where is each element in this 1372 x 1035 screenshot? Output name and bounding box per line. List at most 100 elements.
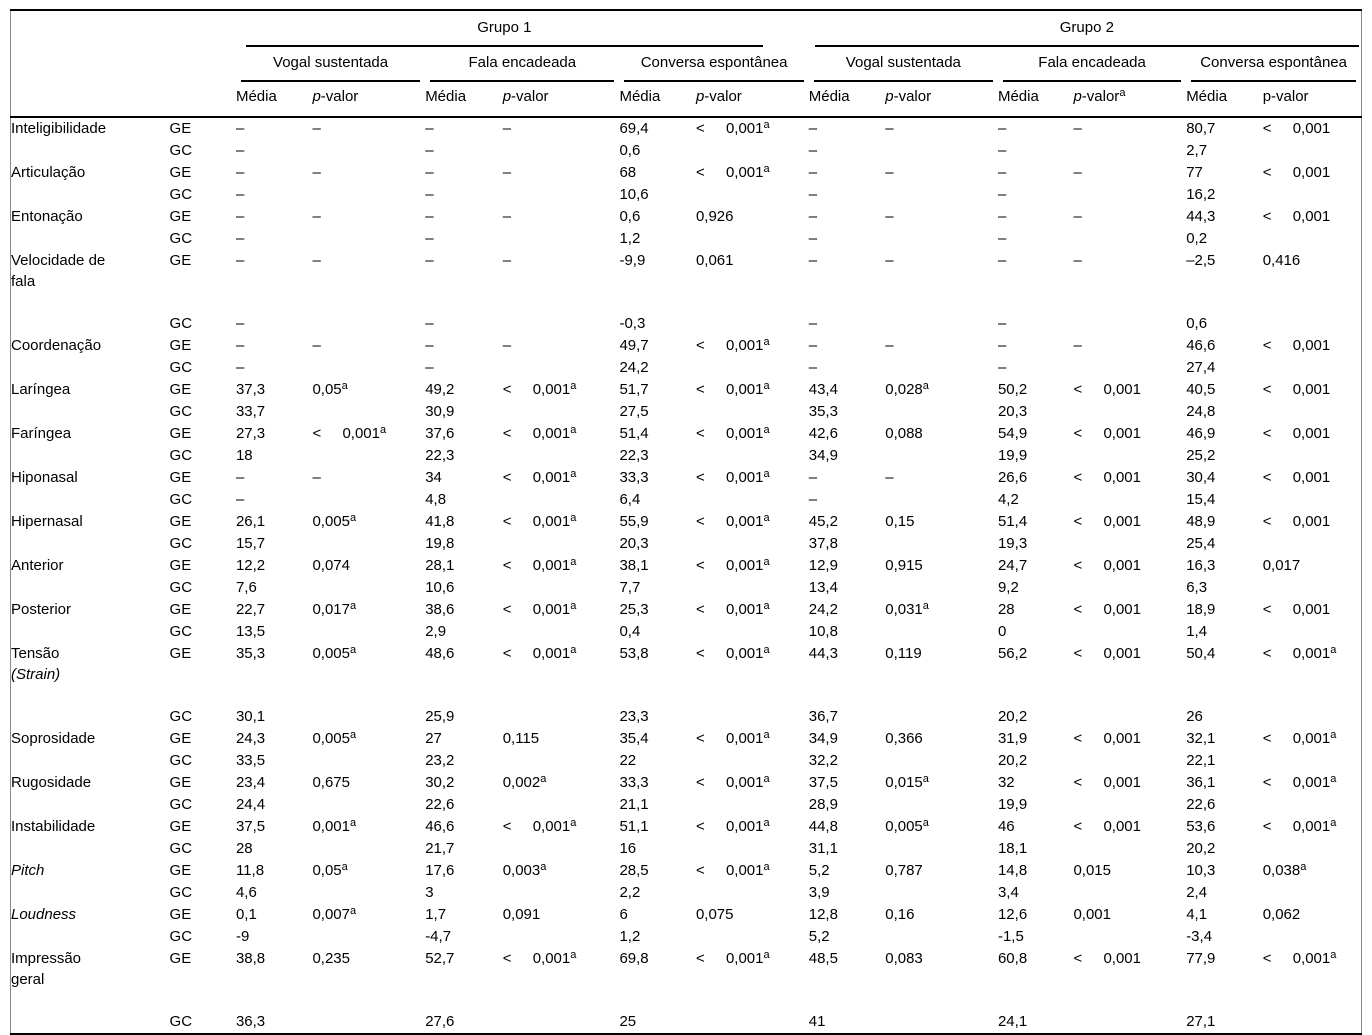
cell-media: 23,3 <box>619 708 649 725</box>
cell-pvalue: <0,001 <box>1073 511 1186 533</box>
footnote-marker-a: a <box>540 773 547 785</box>
cell-media: – <box>808 337 818 354</box>
cell-media: 10,8 <box>808 623 838 640</box>
cell-pvalue: <0,001a <box>696 816 809 838</box>
cell-media: – <box>997 186 1007 203</box>
cell-pvalue <box>503 489 620 511</box>
cell-pvalue <box>1263 489 1362 511</box>
cell-media: 0,2 <box>1186 230 1208 247</box>
cell-pvalue <box>885 838 998 860</box>
row-label: Hiponasal <box>11 467 170 489</box>
cell-pvalue <box>696 533 809 555</box>
footnote-marker-a: a <box>763 424 770 436</box>
cell-media: 44,3 <box>1186 208 1216 225</box>
footnote-marker-a: a <box>341 861 348 873</box>
row-label: Coordenação <box>11 335 170 357</box>
cell-media: 15,7 <box>235 535 266 552</box>
cell-pvalue <box>1073 489 1186 511</box>
p-symbol: p <box>695 88 705 105</box>
cell-pvalue <box>696 577 809 599</box>
group-header-1: Grupo 1 <box>236 10 809 47</box>
cell-pvalue: 0,001 <box>1073 906 1111 923</box>
cell-media: 20,2 <box>997 752 1028 769</box>
cell-pvalue: <0,001a <box>1263 816 1362 838</box>
cell-pvalue: <0,001 <box>1263 467 1362 489</box>
media-column-header: Média <box>1186 82 1263 118</box>
less-than-sign: < <box>1262 208 1272 225</box>
cell-pvalue <box>696 621 809 643</box>
cell-pvalue <box>312 794 425 816</box>
cell-pvalue: <0,001 <box>1073 379 1186 401</box>
less-than-sign: < <box>1073 557 1083 574</box>
cell-media: 60,8 <box>997 950 1028 967</box>
table-row: Entonação GE – – – – 0,6 0,926 – – – – 44,3 <0,001 <box>11 206 1362 228</box>
table-row: Laríngea GE 37,3 0,05a 49,2 <0,001a 51,7 <0,001… <box>11 379 1362 401</box>
group-cell: GE <box>169 252 192 269</box>
group-cell: GE <box>169 425 192 442</box>
cell-media: 30,4 <box>1186 469 1216 486</box>
cell-media: 50,4 <box>1186 645 1216 662</box>
cell-pvalue: 0,091 <box>502 906 541 923</box>
less-than-sign: < <box>1262 425 1272 442</box>
less-than-sign: < <box>502 645 512 662</box>
cell-pvalue: – <box>1073 252 1082 269</box>
cell-media: 51,1 <box>619 818 649 835</box>
footnote-marker-a: a <box>570 380 577 392</box>
less-than-sign: < <box>1073 950 1083 967</box>
cell-media: 77,9 <box>1186 950 1216 967</box>
cell-pvalue: – <box>1073 208 1082 225</box>
footnote-marker-a: a <box>763 949 770 961</box>
cell-pvalue: 0,366 <box>885 730 923 747</box>
table-row: GC 33,5 23,2 22 32,2 20,2 22,1 <box>11 750 1362 772</box>
row-label: Loudness <box>11 904 170 926</box>
cell-media: – <box>808 186 818 203</box>
cell-pvalue <box>312 926 425 948</box>
less-than-sign: < <box>502 425 512 442</box>
cell-media: – <box>808 491 818 508</box>
cell-pvalue <box>312 357 425 379</box>
cell-media: 28,9 <box>808 796 838 813</box>
cell-media: 22,1 <box>1186 752 1216 769</box>
cell-pvalue <box>312 621 425 643</box>
cell-media: 2,4 <box>1186 884 1208 901</box>
group-cell: GE <box>169 164 192 181</box>
cell-pvalue: – <box>885 252 894 269</box>
cell-pvalue: – <box>312 337 321 354</box>
less-than-sign: < <box>695 557 705 574</box>
cell-pvalue <box>1263 621 1362 643</box>
group-cell: GE <box>169 862 192 879</box>
cell-pvalue <box>312 184 425 206</box>
footnote-marker-a: a <box>1330 817 1337 829</box>
cell-media: 10,6 <box>619 186 649 203</box>
cell-pvalue <box>696 794 809 816</box>
cell-media: 37,5 <box>808 774 838 791</box>
cell-pvalue <box>503 621 620 643</box>
cell-media: – <box>235 337 245 354</box>
cell-media: 44,3 <box>808 645 838 662</box>
cell-media: 12,9 <box>808 557 838 574</box>
cell-media: – <box>235 164 245 181</box>
footnote-marker-a: a <box>570 512 577 524</box>
cell-media: 38,8 <box>235 950 266 967</box>
corner-spacer <box>10 82 236 118</box>
cell-media: 69,4 <box>619 120 649 137</box>
group-cell: GC <box>169 186 193 203</box>
cell-media: 25,9 <box>425 708 455 725</box>
cell-pvalue: – <box>502 208 512 225</box>
cell-pvalue <box>503 706 620 728</box>
cell-pvalue <box>312 140 425 162</box>
cell-media: 0,1 <box>235 906 257 923</box>
row-label-line1: Posterior <box>11 601 72 618</box>
cell-media: 37,5 <box>235 818 266 835</box>
cell-media: 1,2 <box>619 928 641 945</box>
cell-pvalue <box>312 706 425 728</box>
table-row: GC – – 24,2 – – 27,4 <box>11 357 1362 379</box>
row-label <box>11 838 170 860</box>
cell-pvalue: <0,001a <box>503 643 620 706</box>
cell-media: 69,8 <box>619 950 649 967</box>
cell-pvalue <box>1073 750 1186 772</box>
cell-pvalue: 0,017a <box>312 600 357 619</box>
cell-pvalue <box>885 228 998 250</box>
cell-media: 27,6 <box>425 1013 455 1030</box>
cell-media: -9,9 <box>619 252 646 269</box>
